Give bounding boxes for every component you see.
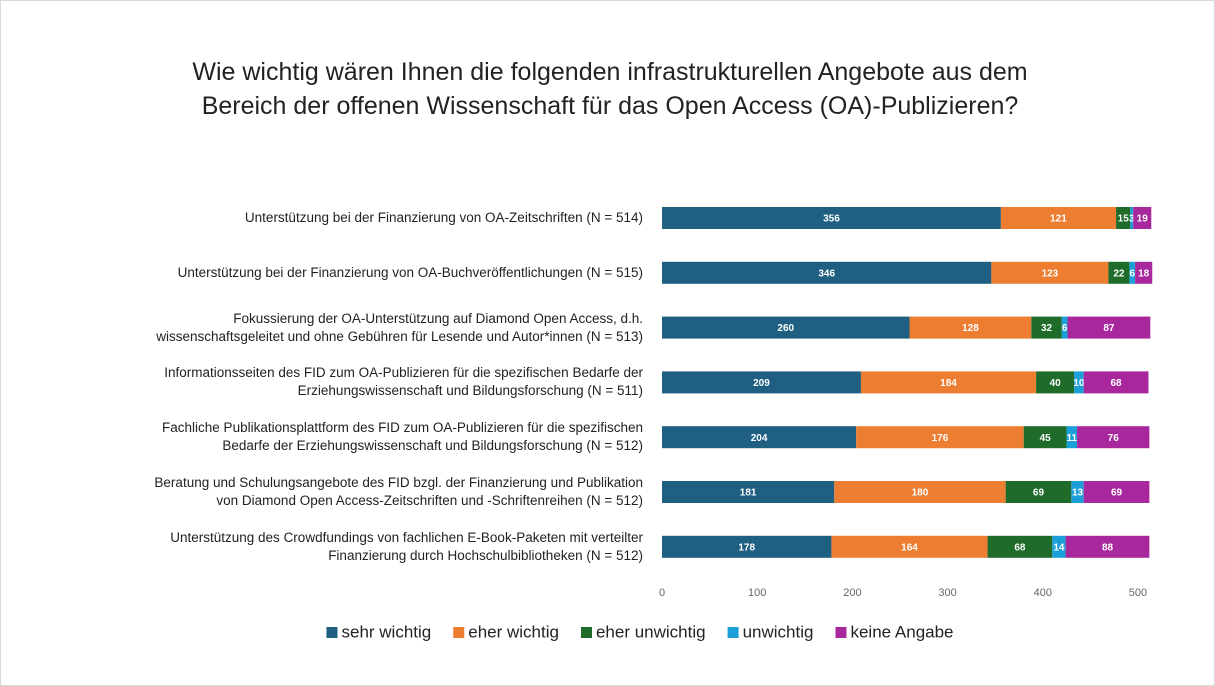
value-label: 128 (962, 323, 979, 334)
bar-segment (1005, 481, 1072, 503)
value-label: 32 (1041, 323, 1053, 334)
bar-segment (860, 371, 1037, 394)
bar-segment (1000, 207, 1117, 229)
bar-segment (1108, 261, 1130, 284)
value-label: 87 (1103, 323, 1115, 334)
bar-segment (1066, 426, 1078, 449)
value-label: 356 (823, 214, 840, 225)
bar-segment (662, 426, 857, 449)
x-tick-label: 500 (1129, 587, 1147, 599)
value-label: 76 (1108, 433, 1120, 444)
value-label: 14 (1053, 542, 1065, 553)
value-label: 6 (1062, 323, 1068, 334)
value-label: 45 (1040, 433, 1052, 444)
value-label: 19 (1137, 214, 1149, 225)
bar-segment (662, 481, 835, 503)
value-label: 10 (1073, 378, 1085, 389)
bar-segment (1083, 481, 1150, 503)
value-label: 180 (912, 488, 929, 499)
value-label: 6 (1129, 268, 1135, 279)
category-label: Beratung und Schulungsangebote des FID b… (154, 475, 643, 508)
legend-swatch (453, 627, 465, 638)
bar-segment (1052, 535, 1066, 558)
bar-segment (1031, 316, 1062, 339)
value-label: 68 (1111, 378, 1123, 389)
value-label: 15 (1118, 214, 1130, 225)
bar-segment (1116, 207, 1131, 229)
bar-segment (991, 261, 1109, 284)
category-label: Unterstützung bei der Finanzierung von O… (244, 210, 643, 225)
bar-segment (662, 316, 910, 339)
bar-segment (1129, 261, 1136, 284)
bar-segment (1130, 207, 1134, 229)
value-label: 69 (1111, 488, 1123, 499)
bar-segment (1074, 371, 1084, 394)
category-label: Informationsseiten des FID zum OA-Publiz… (164, 365, 643, 399)
x-tick-label: 400 (1034, 587, 1052, 599)
bar-segment (1071, 481, 1084, 503)
bar-segment (834, 481, 1006, 503)
bar-segment (856, 426, 1024, 449)
legend-swatch (580, 627, 592, 638)
value-label: 184 (940, 378, 957, 389)
value-label: 88 (1102, 542, 1114, 553)
chart-title: Wie wichtig wären Ihnen die folgenden in… (192, 58, 1028, 120)
bar-segment (662, 535, 832, 558)
bar-segment (1135, 261, 1153, 284)
legend-label: eher unwichtig (596, 622, 706, 641)
bar-segment (662, 371, 861, 394)
value-label: 176 (932, 433, 949, 444)
x-tick-label: 100 (748, 587, 766, 599)
value-label: 121 (1050, 214, 1067, 225)
value-label: 68 (1014, 542, 1026, 553)
value-label: 209 (753, 378, 770, 389)
value-label: 22 (1113, 268, 1125, 279)
value-label: 11 (1067, 433, 1078, 444)
bar-segment (1077, 426, 1150, 449)
legend-swatch (326, 627, 338, 638)
x-tick-label: 0 (659, 587, 665, 599)
value-label: 40 (1050, 378, 1062, 389)
x-tick-label: 200 (843, 587, 861, 599)
category-label: Unterstützung bei der Finanzierung von O… (177, 264, 643, 280)
bar-segment (1036, 371, 1075, 394)
bar-segment (987, 535, 1053, 558)
bar-segment (1023, 426, 1067, 449)
value-label: 204 (751, 433, 768, 444)
legend-label: sehr wichtig (341, 622, 431, 641)
legend-label: keine Angabe (850, 622, 953, 641)
value-label: 178 (738, 542, 755, 553)
value-label: 346 (818, 268, 835, 279)
value-label: 181 (740, 488, 757, 499)
value-label: 3 (1129, 214, 1135, 225)
bar-segment (1133, 207, 1152, 229)
legend-label: unwichtig (743, 622, 814, 641)
value-label: 18 (1138, 268, 1150, 279)
bar-segment (1067, 316, 1151, 339)
value-label: 13 (1072, 488, 1084, 499)
value-label: 164 (901, 542, 918, 553)
legend-label: eher wichtig (468, 622, 559, 641)
x-tick-label: 300 (938, 587, 956, 599)
legend-swatch (835, 627, 847, 638)
bar-segment (1065, 535, 1150, 558)
bar-segment (1061, 316, 1068, 339)
value-label: 260 (777, 323, 794, 334)
category-label: Fokussierung der OA-Unterstützung auf Di… (156, 310, 643, 344)
value-label: 123 (1042, 268, 1059, 279)
bar-segment (1083, 371, 1149, 394)
value-label: 69 (1033, 488, 1045, 499)
bar-segment (662, 207, 1001, 229)
bar-segment (909, 316, 1032, 339)
bar-segment (831, 535, 988, 558)
bar-segment (662, 261, 992, 284)
legend-swatch (727, 627, 739, 638)
category-label: Unterstützung des Crowdfundings von fach… (170, 529, 643, 563)
category-label: Fachliche Publikationsplattform des FID … (162, 420, 643, 454)
